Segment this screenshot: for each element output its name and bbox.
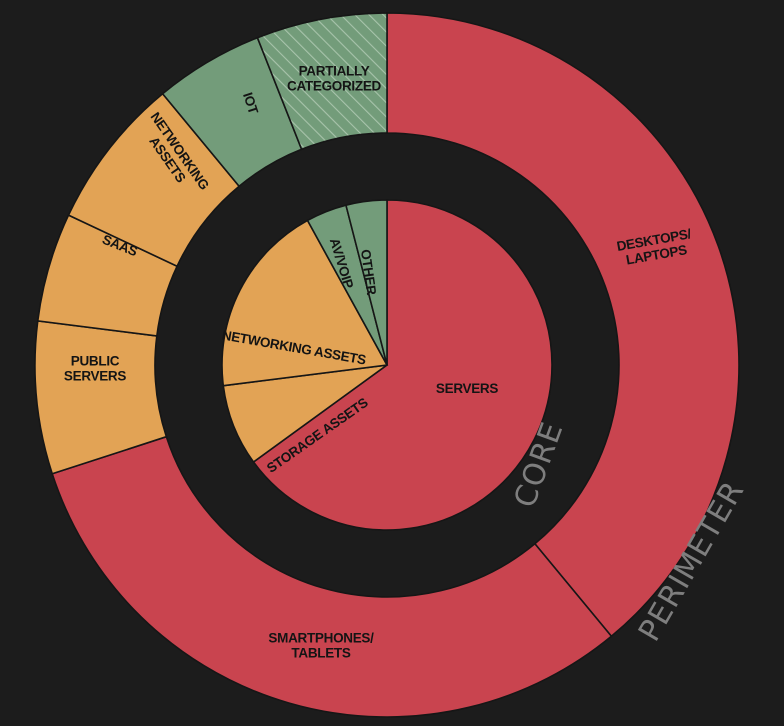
core-segment-networking-assets: [221, 219, 389, 387]
perimeter-segment-partially-categorized: [256, 12, 388, 151]
core-segment-servers-label: SERVERS: [436, 381, 498, 396]
core-segment-servers: [252, 199, 553, 531]
perimeter-segment-iot-label: IOT: [240, 91, 261, 117]
core-segment-other-label: OTHER: [358, 248, 379, 296]
core-segment-other: [344, 199, 388, 366]
perimeter-segment-smartphones-tablets-label: SMARTPHONES/TABLETS: [268, 631, 374, 661]
perimeter-segment-public-servers-label: PUBLIC SERVERS: [64, 354, 126, 384]
core-ring: [221, 199, 553, 531]
perimeter-ring: [34, 12, 740, 718]
perimeter-segment-smartphones-tablets: [51, 435, 613, 718]
perimeter-segment-desktops-laptops: [386, 12, 740, 638]
perimeter-segment-partially-categorized-label: PARTIALLY CATEGORIZED: [287, 64, 381, 94]
